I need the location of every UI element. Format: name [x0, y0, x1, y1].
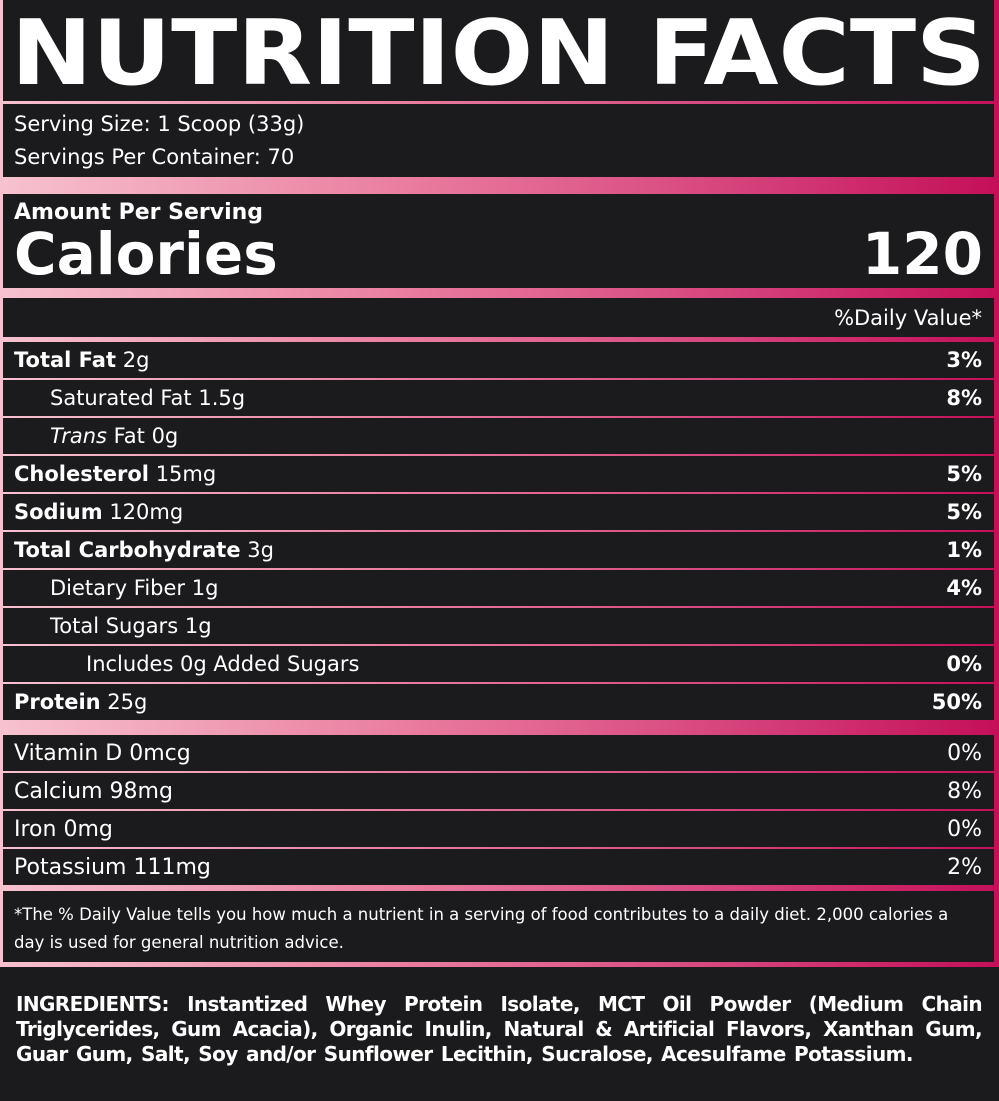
nutrient-amount: 120mg — [109, 500, 184, 524]
nutrient-row: Includes 0g Added Sugars 0% — [3, 646, 994, 682]
nutrient-row: Total Sugars 1g — [3, 608, 994, 644]
nutrient-row: Protein 25g 50% — [3, 684, 994, 720]
footnote-block: *The % Daily Value tells you how much a … — [3, 891, 994, 962]
nutrient-row: Sodium 120mg 5% — [3, 494, 994, 530]
nutrient-amount: 2g — [122, 348, 150, 372]
nutrient-text: Total Fat 2g — [14, 348, 149, 372]
nutrient-row: Cholesterol 15mg 5% — [3, 456, 994, 492]
nutrition-label: NUTRITION FACTS Serving Size: 1 Scoop (3… — [0, 0, 999, 967]
vitamin-row: Potassium 111mg 2% — [3, 849, 994, 885]
nutrient-dv: 8% — [946, 386, 982, 410]
vitamin-dv: 0% — [947, 740, 982, 766]
nutrient-dv: 50% — [931, 690, 982, 714]
nutrient-text: Total Carbohydrate 3g — [14, 538, 274, 562]
nutrient-name: Total Fat — [14, 348, 117, 372]
calories-value: 120 — [861, 220, 983, 288]
vitamin-dv: 8% — [947, 778, 982, 804]
nutrient-dv: 3% — [946, 348, 982, 372]
nutrient-name: Sodium — [14, 500, 103, 524]
servings-per-container: Servings Per Container: 70 — [14, 145, 295, 169]
dv-header-row: %Daily Value* — [3, 298, 994, 337]
nutrient-text: Protein 25g — [14, 690, 147, 714]
footnote: *The % Daily Value tells you how much a … — [14, 905, 949, 952]
nutrient-name: Trans — [50, 424, 107, 448]
vitamin-dv: 0% — [947, 816, 982, 842]
title-svg: NUTRITION FACTS — [11, 1, 986, 106]
serving-size: Serving Size: 1 Scoop (33g) — [14, 112, 305, 136]
nutrient-name: Dietary Fiber — [50, 576, 186, 600]
nutrient-row: Dietary Fiber 1g 4% — [3, 570, 994, 606]
amount-per-serving: Amount Per Serving — [14, 200, 264, 225]
nutrient-amount: 25g — [107, 690, 148, 714]
nutrient-amount: 1g — [184, 614, 212, 638]
nutrient-text: Includes 0g Added Sugars — [14, 652, 359, 676]
vitamin-name: Calcium 98mg — [14, 778, 173, 804]
vitamin-row: Calcium 98mg 8% — [3, 773, 994, 809]
calories-label: Calories — [14, 220, 278, 288]
nutrient-dv: 0% — [946, 652, 982, 676]
dv-header: %Daily Value* — [834, 305, 982, 330]
vitamin-dv: 2% — [947, 854, 982, 880]
nutrient-name: Protein — [14, 690, 101, 714]
nutrient-text: Cholesterol 15mg — [14, 462, 216, 486]
nutrient-row: Total Carbohydrate 3g 1% — [3, 532, 994, 568]
nutrient-dv: 4% — [946, 576, 982, 600]
nutrient-amount: 1g — [191, 576, 219, 600]
vitamin-row: Vitamin D 0mcg 0% — [3, 735, 994, 771]
nutrient-row: Total Fat 2g 3% — [3, 342, 994, 378]
title-block: NUTRITION FACTS — [3, 0, 994, 106]
nutrient-text: Trans Fat 0g — [14, 424, 178, 448]
serving-block: Serving Size: 1 Scoop (33g) Servings Per… — [3, 104, 994, 177]
nutrient-amount: 15mg — [155, 462, 217, 486]
nutrient-text: Sodium 120mg — [14, 500, 183, 524]
nutrient-name: Includes 0g Added Sugars — [86, 652, 360, 676]
nutrient-amount: Fat 0g — [113, 424, 179, 448]
nutrient-text: Dietary Fiber 1g — [14, 576, 218, 600]
vitamin-row: Iron 0mg 0% — [3, 811, 994, 847]
nutrient-text: Total Sugars 1g — [14, 614, 212, 638]
vitamin-name: Iron 0mg — [14, 816, 113, 842]
nutrient-name: Total Carbohydrate — [14, 538, 241, 562]
vitamin-name: Vitamin D 0mcg — [14, 740, 191, 766]
nutrient-amount: 1.5g — [198, 386, 246, 410]
title: NUTRITION FACTS — [11, 1, 986, 101]
nutrient-amount: 3g — [247, 538, 274, 562]
nutrient-name: Total Sugars — [50, 614, 179, 638]
vitamin-name: Potassium 111mg — [14, 854, 211, 880]
ingredients: INGREDIENTS: Instantized Whey Protein Is… — [16, 992, 983, 1066]
nutrient-name: Cholesterol — [14, 462, 149, 486]
nutrient-text: Saturated Fat 1.5g — [14, 386, 245, 410]
nutrient-name: Saturated Fat — [50, 386, 192, 410]
nutrient-dv: 1% — [946, 538, 982, 562]
nutrient-dv: 5% — [946, 462, 982, 486]
calories-block: Amount Per Serving Calories 120 — [3, 194, 994, 288]
nutrient-dv: 5% — [946, 500, 982, 524]
nutrient-row: Trans Fat 0g — [3, 418, 994, 454]
nutrient-row: Saturated Fat 1.5g 8% — [3, 380, 994, 416]
